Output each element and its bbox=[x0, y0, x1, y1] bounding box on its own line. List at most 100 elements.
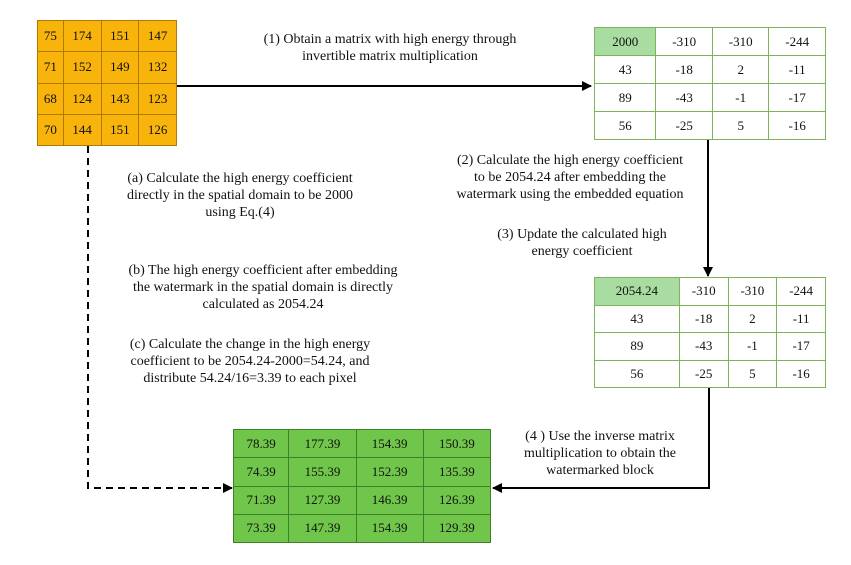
matrix-cell: 127.39 bbox=[288, 485, 357, 515]
matrix-cell: 150.39 bbox=[422, 428, 492, 459]
arrow-step4 bbox=[492, 388, 710, 493]
matrix-cell: -310 bbox=[711, 27, 770, 56]
transformed-matrix: 2000 -310 -310 -244 43 -18 2 -11 89 -43 … bbox=[593, 27, 826, 140]
matrix-row: 75 174 151 147 bbox=[37, 19, 177, 53]
matrix-cell: 73.39 bbox=[232, 513, 290, 544]
high-energy-coefficient-cell: 2000 bbox=[593, 27, 657, 56]
matrix-cell: 154.39 bbox=[355, 513, 424, 544]
matrix-cell: 75 bbox=[37, 19, 64, 53]
original-block-matrix: 75 174 151 147 71 152 149 132 68 124 143… bbox=[37, 19, 177, 147]
matrix-cell: 146.39 bbox=[355, 485, 424, 515]
text-line: energy coefficient bbox=[531, 244, 633, 259]
matrix-cell: 143 bbox=[100, 82, 140, 115]
matrix-cell: -43 bbox=[655, 83, 713, 112]
matrix-cell: 89 bbox=[594, 332, 680, 361]
matrix-cell: 144 bbox=[62, 113, 102, 147]
step1-label: (1) Obtain a matrix with high energy thr… bbox=[225, 31, 555, 65]
matrix-cell: -17 bbox=[768, 83, 826, 112]
matrix-cell: 149 bbox=[100, 51, 140, 84]
matrix-row: 56 -25 5 -16 bbox=[593, 111, 826, 140]
matrix-cell: 135.39 bbox=[422, 457, 492, 487]
text-line: directly in the spatial domain to be 200… bbox=[127, 188, 353, 203]
matrix-cell: 151 bbox=[100, 113, 140, 147]
matrix-cell: 78.39 bbox=[232, 428, 290, 459]
matrix-row: 89 -43 -1 -17 bbox=[593, 83, 826, 112]
matrix-cell: 71 bbox=[37, 51, 64, 84]
step4-label: (4 ) Use the inverse matrix multiplicati… bbox=[500, 428, 700, 479]
high-energy-coefficient-cell: 2054.24 bbox=[594, 277, 680, 306]
matrix-cell: -244 bbox=[776, 277, 826, 306]
matrix-cell: 74.39 bbox=[232, 457, 290, 487]
matrix-cell: 5 bbox=[711, 111, 770, 140]
matrix-cell: -11 bbox=[768, 55, 826, 84]
watermarked-block-matrix: 78.39 177.39 154.39 150.39 74.39 155.39 … bbox=[232, 428, 492, 544]
matrix-row: 71.39 127.39 146.39 126.39 bbox=[232, 485, 492, 515]
matrix-row: 73.39 147.39 154.39 129.39 bbox=[232, 513, 492, 544]
matrix-cell: 89 bbox=[593, 83, 657, 112]
arrow-spatial-direct bbox=[87, 146, 233, 493]
matrix-cell: -1 bbox=[711, 83, 770, 112]
step2-label: (2) Calculate the high energy coefficien… bbox=[425, 152, 715, 203]
matrix-cell: -310 bbox=[655, 27, 713, 56]
matrix-cell: -11 bbox=[776, 304, 826, 333]
text-line: (a) Calculate the high energy coefficien… bbox=[127, 171, 353, 186]
matrix-row: 2000 -310 -310 -244 bbox=[593, 27, 826, 56]
matrix-cell: -310 bbox=[678, 277, 729, 306]
matrix-row: 71 152 149 132 bbox=[37, 51, 177, 84]
text-line: to be 2054.24 after embedding the bbox=[473, 170, 667, 185]
matrix-cell: 56 bbox=[593, 111, 657, 140]
matrix-cell: 151 bbox=[100, 19, 140, 53]
matrix-row: 74.39 155.39 152.39 135.39 bbox=[232, 457, 492, 487]
text-line: calculated as 2054.24 bbox=[202, 297, 324, 312]
step3-label: (3) Update the calculated high energy co… bbox=[472, 226, 692, 260]
text-line: (b) The high energy coefficient after em… bbox=[128, 263, 398, 278]
text-line: (c) Calculate the change in the high ene… bbox=[129, 337, 371, 352]
matrix-cell: 126.39 bbox=[422, 485, 492, 515]
matrix-cell: -310 bbox=[727, 277, 778, 306]
matrix-cell: -16 bbox=[768, 111, 826, 140]
matrix-row: 78.39 177.39 154.39 150.39 bbox=[232, 428, 492, 459]
matrix-cell: 174 bbox=[62, 19, 102, 53]
matrix-cell: 152.39 bbox=[355, 457, 424, 487]
matrix-row: 43 -18 2 -11 bbox=[593, 55, 826, 84]
matrix-row: 68 124 143 123 bbox=[37, 82, 177, 115]
matrix-cell: -43 bbox=[678, 332, 729, 361]
matrix-cell: 2 bbox=[727, 304, 778, 333]
matrix-row: 56 -25 5 -16 bbox=[594, 359, 826, 388]
matrix-cell: 43 bbox=[594, 304, 680, 333]
matrix-cell: 154.39 bbox=[355, 428, 424, 459]
matrix-cell: 70 bbox=[37, 113, 64, 147]
matrix-cell: 71.39 bbox=[232, 485, 290, 515]
matrix-cell: -1 bbox=[727, 332, 778, 361]
matrix-cell: 147 bbox=[138, 19, 177, 53]
matrix-cell: 155.39 bbox=[288, 457, 357, 487]
matrix-cell: 68 bbox=[37, 82, 64, 115]
matrix-row: 43 -18 2 -11 bbox=[594, 304, 826, 333]
matrix-cell: -18 bbox=[655, 55, 713, 84]
matrix-cell: -17 bbox=[776, 332, 826, 361]
text-line: the watermark in the spatial domain is d… bbox=[132, 280, 394, 295]
matrix-cell: 56 bbox=[594, 359, 680, 388]
matrix-cell: 5 bbox=[727, 359, 778, 388]
text-line: watermark using the embedded equation bbox=[456, 187, 684, 202]
text-line: invertible matrix multiplication bbox=[302, 49, 478, 64]
matrix-cell: -244 bbox=[768, 27, 826, 56]
matrix-cell: 126 bbox=[138, 113, 177, 147]
text-line: (2) Calculate the high energy coefficien… bbox=[456, 153, 684, 168]
matrix-cell: 43 bbox=[593, 55, 657, 84]
matrix-row: 2054.24 -310 -310 -244 bbox=[594, 277, 826, 306]
text-line: (4 ) Use the inverse matrix bbox=[525, 429, 675, 444]
text-line: (3) Update the calculated high bbox=[497, 227, 667, 242]
note-b: (b) The high energy coefficient after em… bbox=[98, 262, 428, 313]
text-line: (1) Obtain a matrix with high energy thr… bbox=[263, 32, 517, 47]
matrix-cell: 2 bbox=[711, 55, 770, 84]
text-line: coefficient to be 2054.24-2000=54.24, an… bbox=[130, 354, 370, 369]
matrix-cell: -25 bbox=[678, 359, 729, 388]
matrix-row: 89 -43 -1 -17 bbox=[594, 332, 826, 361]
matrix-cell: 123 bbox=[138, 82, 177, 115]
matrix-cell: 129.39 bbox=[422, 513, 492, 544]
matrix-cell: -16 bbox=[776, 359, 826, 388]
note-a: (a) Calculate the high energy coefficien… bbox=[100, 170, 380, 221]
matrix-cell: 132 bbox=[138, 51, 177, 84]
